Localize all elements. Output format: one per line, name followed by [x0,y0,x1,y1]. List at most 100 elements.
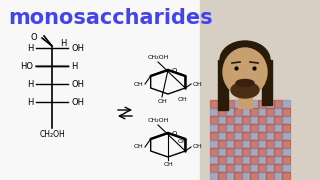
Bar [218,124,226,132]
Bar [258,140,266,148]
Text: OH: OH [178,97,188,102]
Bar [218,116,226,124]
Bar [258,164,266,172]
Text: O: O [171,131,177,137]
Bar [274,116,282,124]
Bar [218,132,226,140]
Bar [274,100,282,108]
Bar [226,164,234,172]
Bar [282,124,290,132]
Bar [250,124,258,132]
Bar [274,156,282,164]
Ellipse shape [231,82,259,98]
Bar [226,116,234,124]
Bar [226,100,234,108]
Bar [210,108,218,116]
Bar [262,60,272,105]
Bar [258,132,266,140]
Text: OH: OH [163,162,173,167]
Bar [266,116,274,124]
Text: O: O [171,68,177,74]
Bar [210,124,218,132]
Bar [258,116,266,124]
Text: OH: OH [157,99,167,104]
Text: H: H [60,39,66,48]
Bar [250,100,258,108]
Bar [210,132,218,140]
Bar [250,140,258,148]
Bar [266,132,274,140]
Bar [234,132,242,140]
Text: OH: OH [193,145,203,150]
Bar [242,100,250,108]
Bar [242,124,250,132]
Bar [218,108,226,116]
Bar [266,148,274,156]
Bar [226,172,234,180]
Bar [242,148,250,156]
Bar [274,108,282,116]
Bar [266,100,274,108]
Text: OH: OH [133,145,143,150]
Text: OH: OH [193,82,203,87]
Text: CH₂OH: CH₂OH [39,130,65,139]
Bar [218,148,226,156]
Text: HO: HO [20,62,33,71]
Bar [238,90,252,108]
Ellipse shape [227,53,263,93]
Bar [234,164,242,172]
Bar [210,172,218,180]
Bar [218,100,226,108]
Bar [266,140,274,148]
Ellipse shape [223,48,267,96]
Text: H: H [27,80,33,89]
Bar [282,108,290,116]
Bar [266,124,274,132]
Ellipse shape [220,41,270,79]
Text: H: H [27,98,33,107]
Bar [218,60,228,110]
Bar [234,156,242,164]
Bar [266,164,274,172]
Bar [266,108,274,116]
Bar [226,132,234,140]
Bar [210,164,218,172]
Bar [282,172,290,180]
Bar [200,0,320,180]
Bar [274,172,282,180]
Bar [234,116,242,124]
Bar [258,172,266,180]
Bar [266,172,274,180]
Bar [258,124,266,132]
Bar [226,108,234,116]
Bar [234,100,242,108]
Text: OH: OH [71,98,84,107]
Bar [274,124,282,132]
Bar [234,108,242,116]
Bar [282,164,290,172]
Bar [242,116,250,124]
Bar [250,156,258,164]
Bar [274,148,282,156]
Bar [258,100,266,108]
Bar [218,164,226,172]
Bar [242,164,250,172]
Text: CH₂OH: CH₂OH [147,55,169,60]
Bar [234,140,242,148]
Text: H: H [27,44,33,53]
Ellipse shape [236,80,254,87]
Bar [242,140,250,148]
Bar [274,132,282,140]
Bar [210,140,218,148]
Bar [282,156,290,164]
Bar [210,116,218,124]
Bar [234,124,242,132]
Bar [274,164,282,172]
Bar [210,100,290,180]
Text: OH: OH [71,44,84,53]
Bar [226,140,234,148]
Bar [218,156,226,164]
Bar [210,100,218,108]
Bar [250,148,258,156]
Text: OH: OH [178,139,188,144]
